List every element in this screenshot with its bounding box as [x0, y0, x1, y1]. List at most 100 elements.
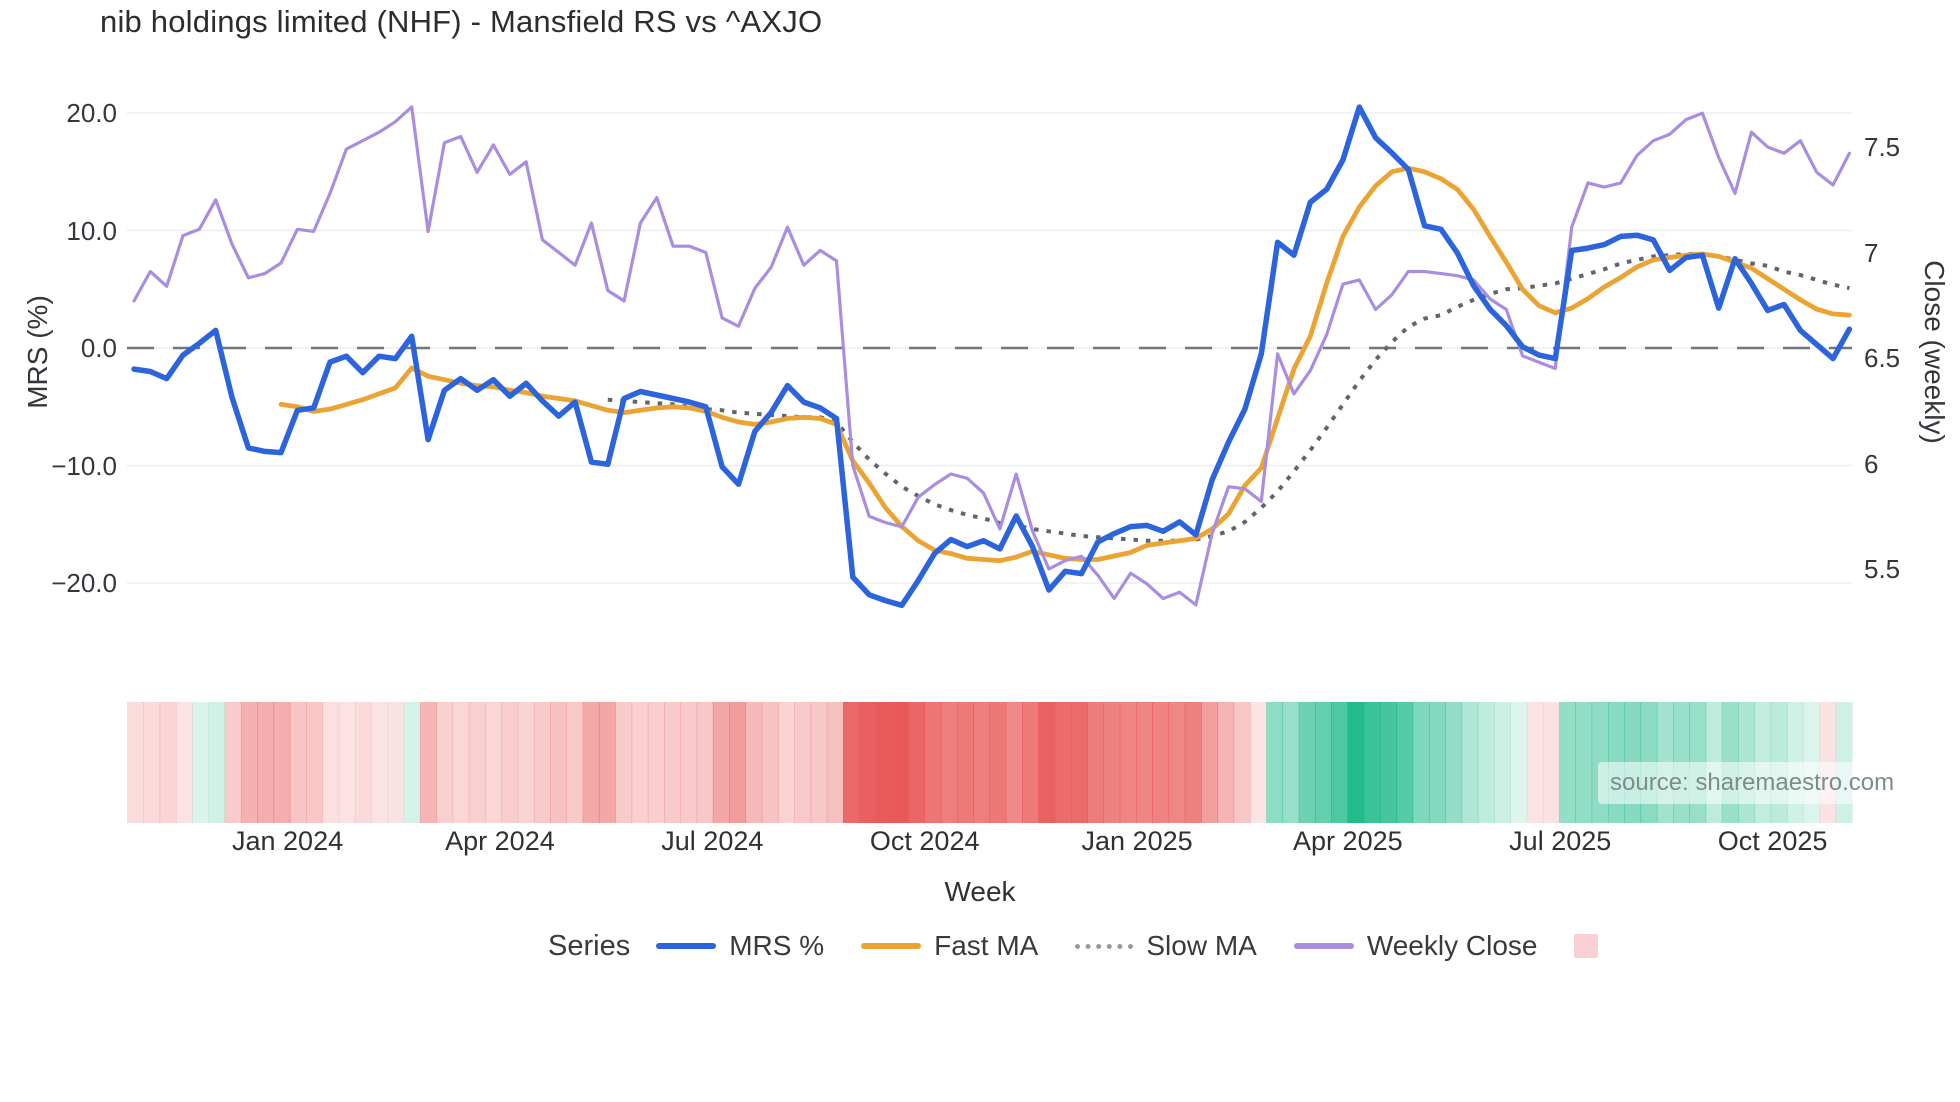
heatmap-cell [1005, 702, 1023, 823]
x-tick-label: Oct 2025 [1717, 826, 1828, 856]
heatmap-cell [761, 702, 779, 823]
y-left-tick-label: 10.0 [66, 215, 117, 246]
heatmap-cell [322, 702, 340, 823]
source-attribution: source: sharemaestro.com [1598, 762, 1954, 804]
legend-swatch-mrs-icon [656, 943, 717, 949]
heatmap-cell [1396, 702, 1414, 823]
y-right-tick-label: 7 [1864, 237, 1879, 268]
legend-item-slow-ma[interactable]: Slow MA [1075, 930, 1257, 962]
heatmap-cell [810, 702, 828, 823]
series-fast-ma-line[interactable] [278, 165, 1852, 564]
heatmap-swatch-icon [1574, 934, 1599, 958]
legend-item-mrs[interactable]: MRS % [656, 930, 824, 962]
heatmap-cell [1087, 702, 1105, 823]
heatmap-cell [1266, 702, 1284, 823]
heatmap-cell [566, 702, 584, 823]
heatmap-cell [289, 702, 307, 823]
legend-item-label: Weekly Close [1366, 930, 1538, 961]
heatmap-cell [1168, 702, 1186, 823]
x-tick-label: Apr 2025 [1293, 826, 1403, 856]
series-slow-ma-line[interactable] [607, 252, 1850, 543]
heatmap-cell [1022, 702, 1039, 823]
heatmap-cell [175, 702, 193, 823]
heatmap-cell [208, 702, 226, 823]
heatmap-cell [631, 702, 649, 823]
heatmap-cell [1233, 702, 1251, 823]
heatmap-cell [354, 702, 372, 823]
heatmap-cell [419, 702, 437, 823]
heatmap-cell [1412, 702, 1430, 823]
y-right-tick-label: 6 [1864, 448, 1879, 479]
heatmap-cell [387, 702, 405, 823]
heatmap-cell [924, 702, 942, 823]
heatmap-cell [159, 702, 177, 823]
heatmap-cell [1542, 702, 1560, 823]
heatmap-cell [1184, 702, 1202, 823]
legend-item-fast-ma[interactable]: Fast MA [861, 930, 1038, 962]
heatmap-cell [1575, 702, 1593, 823]
heatmap-cell [1119, 702, 1137, 823]
heatmap-cell [533, 702, 551, 823]
heatmap-cell [794, 702, 812, 823]
heatmap-cell [582, 702, 600, 823]
source-text: source: sharemaestro.com [1610, 769, 1895, 796]
heatmap-cell [664, 702, 681, 823]
legend-item-label: Fast MA [934, 930, 1039, 961]
heatmap-cell [859, 702, 877, 823]
legend-series-title: Series [548, 929, 631, 962]
heatmap-cell [143, 702, 161, 823]
heatmap-cell [1445, 702, 1463, 823]
heatmap-cell [875, 702, 893, 823]
heatmap-cell [1103, 702, 1121, 823]
heatmap-strip [127, 702, 1853, 823]
heatmap-cell [1559, 702, 1577, 823]
heatmap-cell [1510, 702, 1528, 823]
x-axis-title: Week [944, 876, 1016, 907]
heatmap-cell [696, 702, 714, 823]
heatmap-cell [452, 702, 470, 823]
heatmap-cell [957, 702, 974, 823]
heatmap-cell [468, 702, 486, 823]
series-mrs-line[interactable] [131, 104, 1853, 609]
heatmap-cell [485, 702, 502, 823]
legend-item-heatmap-swatch[interactable] [1574, 934, 1599, 958]
legend-item-label: MRS % [729, 930, 825, 961]
heatmap-cell [436, 702, 454, 823]
heatmap-cell [598, 702, 616, 823]
x-tick-label: Jul 2025 [1509, 826, 1612, 856]
heatmap-cell [224, 702, 242, 823]
heatmap-cell [729, 702, 747, 823]
y-left-tick-label: −10.0 [51, 450, 117, 481]
heatmap-cell [257, 702, 275, 823]
legend: Series MRS % Fast MA Slow MA Weekly Close [548, 924, 1599, 968]
heatmap-cell [306, 702, 323, 823]
y-left-tick-label: −20.0 [51, 568, 117, 598]
heatmap-cell [517, 702, 535, 823]
heatmap-cell [1298, 702, 1316, 823]
legend-item-weekly-close[interactable]: Weekly Close [1293, 930, 1538, 962]
heatmap-cell [1054, 702, 1072, 823]
y-right-tick-label: 5.5 [1864, 554, 1901, 584]
heatmap-cell [826, 702, 844, 823]
heatmap-cell [680, 702, 698, 823]
heatmap-cell [647, 702, 665, 823]
heatmap-cell [615, 702, 633, 823]
heatmap-cell [1152, 702, 1170, 823]
heatmap-cell [908, 702, 926, 823]
heatmap-cell [273, 702, 291, 823]
heatmap-cell [712, 702, 730, 823]
heatmap-cell [1494, 702, 1511, 823]
heatmap-cell [403, 702, 421, 823]
legend-swatch-weekly-close-icon [1293, 943, 1354, 949]
heatmap-cell [745, 702, 763, 823]
x-tick-label: Jan 2024 [232, 826, 344, 856]
heatmap-cell [1461, 702, 1479, 823]
heatmap-cell [1282, 702, 1300, 823]
legend-item-label: Slow MA [1146, 930, 1257, 961]
heatmap-cell [891, 702, 909, 823]
heatmap-cell [127, 702, 144, 823]
heatmap-cell [1428, 702, 1446, 823]
heatmap-cell [1363, 702, 1381, 823]
heatmap-cell [1217, 702, 1235, 823]
